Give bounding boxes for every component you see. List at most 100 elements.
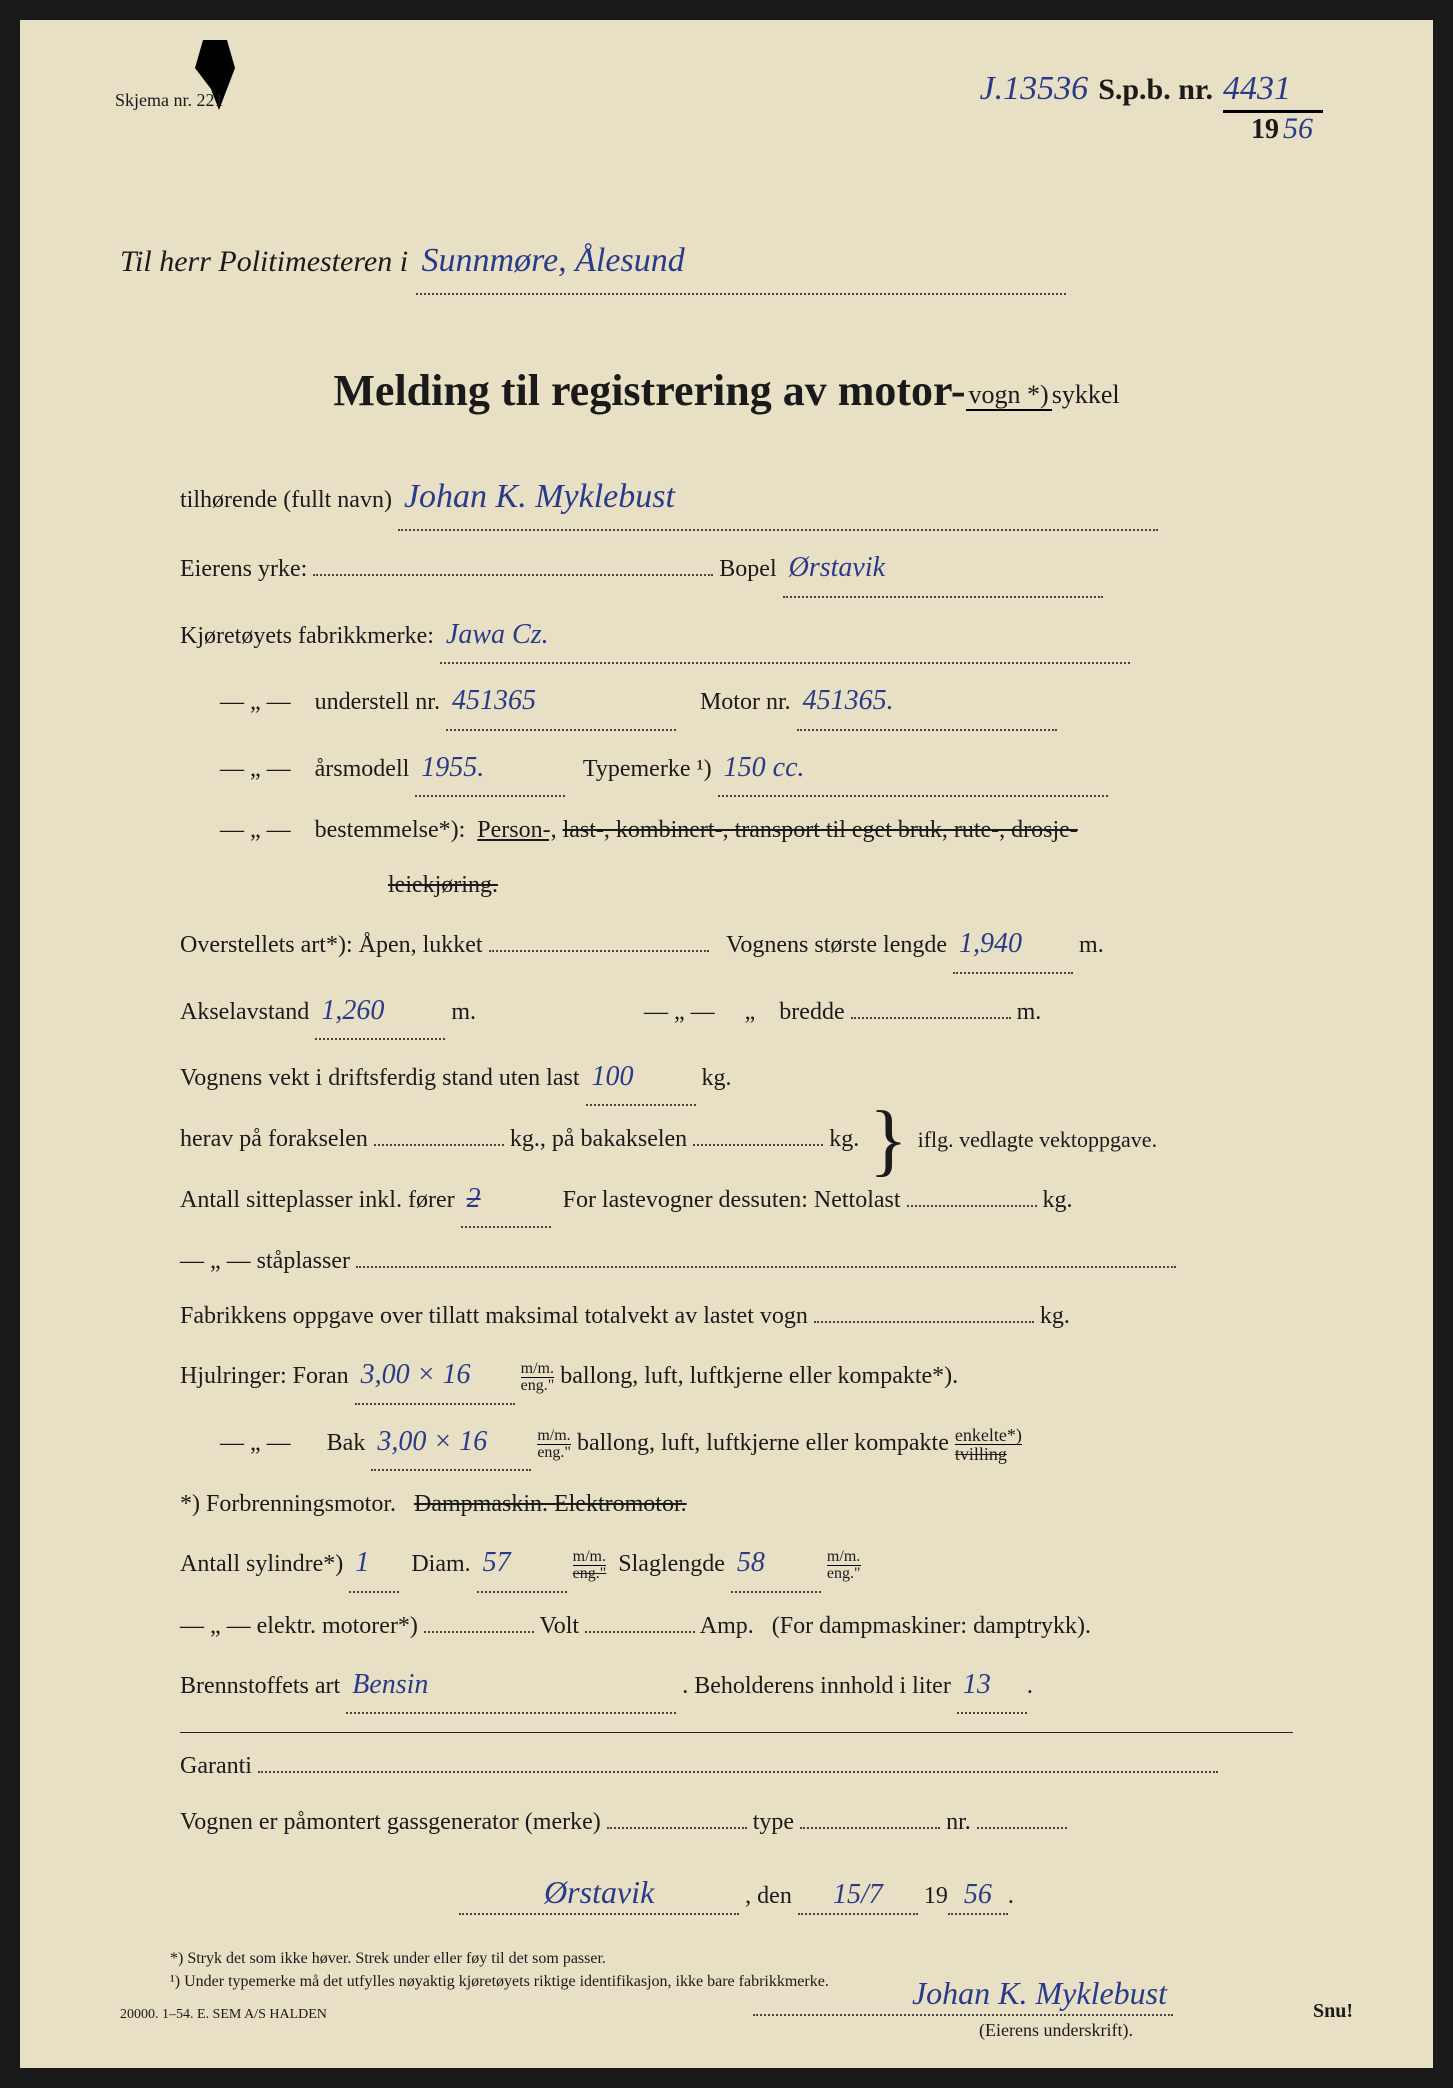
gasgen-nr-value bbox=[977, 1801, 1067, 1829]
occupation-label: Eierens yrke: bbox=[180, 556, 307, 582]
wheelbase-value: 1,260 bbox=[315, 986, 445, 1040]
purpose-label: bestemmelse*): bbox=[315, 817, 466, 843]
diam-label: Diam. bbox=[411, 1551, 470, 1577]
engine-type-strike: Dampmaskin. Elektromotor. bbox=[414, 1491, 687, 1517]
footnote-b: ¹) Under typemerke må det utfylles nøyak… bbox=[170, 1971, 829, 1993]
tires-front-value: 3,00 × 16 bbox=[355, 1350, 515, 1404]
standing-line: — „ — ståplasser bbox=[180, 1240, 1293, 1283]
imprint: 20000. 1–54. E. SEM A/S HALDEN bbox=[120, 2007, 327, 2023]
chassis-value: 451365 bbox=[446, 676, 676, 730]
purpose-line-2: leiekjøring. bbox=[180, 864, 1293, 907]
elec-label: — „ — elektr. motorer*) bbox=[180, 1613, 418, 1639]
make-value: Jawa Cz. bbox=[440, 610, 1130, 664]
mm-eng-4: m/m.eng." bbox=[827, 1549, 861, 1582]
axle-front-label: herav på forakselen bbox=[180, 1126, 368, 1152]
signature-label: (Eierens underskrift). bbox=[180, 2020, 1293, 2041]
width-value bbox=[851, 991, 1011, 1019]
ditto-3: — „ — bbox=[220, 817, 291, 843]
tires-rear-line: — „ — Bak 3,00 × 16 m/m.eng." ballong, l… bbox=[180, 1417, 1293, 1471]
tires-rear-frac: enkelte*)tvilling bbox=[955, 1426, 1022, 1463]
title-fraction: vogn *)sykkel bbox=[966, 382, 1120, 408]
weight-label: Vognens vekt i driftsferdig stand uten l… bbox=[180, 1065, 580, 1091]
ditto-1: — „ — bbox=[220, 689, 291, 715]
tires-front-line: Hjulringer: Foran 3,00 × 16 m/m.eng." ba… bbox=[180, 1350, 1293, 1404]
cyl-value: 1 bbox=[349, 1538, 399, 1592]
document-page: Skjema nr. 221 J.13536 S.p.b. nr. 4431 1… bbox=[20, 20, 1433, 2068]
diam-value: 57 bbox=[477, 1538, 567, 1592]
mm-eng-2: m/m.eng." bbox=[537, 1428, 571, 1461]
length-value: 1,940 bbox=[953, 919, 1073, 973]
weight-line: Vognens vekt i driftsferdig stand uten l… bbox=[180, 1052, 1293, 1106]
maxweight-value bbox=[814, 1295, 1034, 1323]
gasgen-line: Vognen er påmontert gassgenerator (merke… bbox=[180, 1801, 1293, 1844]
make-line: Kjøretøyets fabrikkmerke: Jawa Cz. bbox=[180, 610, 1293, 664]
quote-1: „ bbox=[745, 999, 756, 1025]
divider bbox=[180, 1732, 1293, 1733]
year-value: 1955. bbox=[415, 743, 565, 797]
spb-label: S.p.b. nr. bbox=[1098, 73, 1213, 107]
standing-value bbox=[356, 1240, 1176, 1268]
weight-note: iflg. vedlagte vektoppgave. bbox=[918, 1120, 1157, 1160]
date-day: 15/7 bbox=[798, 1879, 918, 1915]
wheelbase-line: Akselavstand 1,260 m. — „ — „ bredde m. bbox=[180, 986, 1293, 1040]
gasgen-nr-label: nr. bbox=[946, 1809, 971, 1835]
length-label: Vognens største lengde bbox=[726, 932, 947, 958]
year-line: — „ — årsmodell 1955. Typemerke ¹) 150 c… bbox=[180, 743, 1293, 797]
year-label: årsmodell bbox=[315, 756, 410, 782]
tank-value: 13 bbox=[957, 1660, 1027, 1714]
elec-volt-value bbox=[424, 1605, 534, 1633]
maxweight-label: Fabrikkens oppgave over tillatt maksimal… bbox=[180, 1303, 808, 1329]
chassis-label: understell nr. bbox=[315, 689, 440, 715]
maxweight-unit: kg. bbox=[1040, 1303, 1070, 1329]
elec-amp-label: Amp. bbox=[700, 1613, 754, 1639]
fuel-label: Brennstoffets art bbox=[180, 1673, 340, 1699]
type-value: 150 cc. bbox=[718, 743, 1108, 797]
form-title: Melding til registrering av motor-vogn *… bbox=[120, 365, 1333, 416]
title-frac-bot: sykkel bbox=[1052, 380, 1120, 409]
electric-line: — „ — elektr. motorer*) Volt Amp. (For d… bbox=[180, 1605, 1293, 1648]
weight-unit: kg. bbox=[702, 1065, 732, 1091]
elec-amp-value bbox=[585, 1605, 695, 1633]
title-frac-top: vogn *) bbox=[966, 380, 1052, 411]
axle-rear-label: på bakakselen bbox=[552, 1126, 687, 1152]
place-date-line: Ørstavik , den 15/7 1956. bbox=[180, 1874, 1293, 1915]
cyl-label: Antall sylindre*) bbox=[180, 1551, 343, 1577]
weight-value: 100 bbox=[586, 1052, 696, 1106]
place-value: Ørstavik bbox=[459, 1874, 739, 1915]
spb-header: J.13536 S.p.b. nr. 4431 bbox=[980, 70, 1323, 113]
date-year: 56 bbox=[948, 1879, 1008, 1915]
body-line: Overstellets art*): Åpen, lukket Vognens… bbox=[180, 919, 1293, 973]
date-year-prefix: 19 bbox=[924, 1883, 948, 1909]
axle-front-unit: kg., bbox=[510, 1126, 546, 1152]
elec-note: (For dampmaskiner: damptrykk). bbox=[772, 1613, 1091, 1639]
form-body: tilhørende (fullt navn) Johan K. Myklebu… bbox=[120, 466, 1333, 2041]
addressee-line: Til herr Politimesteren i Sunnmøre, Åles… bbox=[120, 230, 1333, 295]
spb-year-suffix: 56 bbox=[1283, 112, 1313, 146]
owner-value: Johan K. Myklebust bbox=[398, 466, 1158, 531]
occupation-value bbox=[313, 548, 713, 576]
stroke-value: 58 bbox=[731, 1538, 821, 1592]
cylinder-line: Antall sylindre*) 1 Diam. 57 m/m.eng." S… bbox=[180, 1538, 1293, 1592]
gasgen-make bbox=[607, 1801, 747, 1829]
fuel-line: Brennstoffets art Bensin . Beholderens i… bbox=[180, 1660, 1293, 1714]
seats-value: 2 bbox=[461, 1174, 551, 1228]
gasgen-type-label: type bbox=[753, 1809, 794, 1835]
ditto-5: — „ — bbox=[220, 1430, 291, 1456]
gasgen-label: Vognen er påmontert gassgenerator (merke… bbox=[180, 1809, 601, 1835]
addressee-value: Sunnmøre, Ålesund bbox=[416, 230, 1066, 295]
warranty-label: Garanti bbox=[180, 1753, 252, 1779]
width-unit: m. bbox=[1017, 999, 1042, 1025]
purpose-line: — „ — bestemmelse*): Person-, last-, kom… bbox=[180, 809, 1293, 852]
axle-line: herav på forakselen kg., på bakakselen k… bbox=[180, 1118, 1293, 1161]
wheelbase-label: Akselavstand bbox=[180, 999, 309, 1025]
residence-value: Ørstavik bbox=[783, 543, 1103, 597]
residence-label: Bopel bbox=[719, 556, 776, 582]
payload-unit: kg. bbox=[1043, 1187, 1073, 1213]
form-number: Skjema nr. 221 bbox=[115, 90, 224, 111]
title-main: Melding til registrering av motor- bbox=[333, 366, 965, 415]
brace-icon: } bbox=[869, 1120, 907, 1160]
warranty-value bbox=[258, 1745, 1218, 1773]
owner-line: tilhørende (fullt navn) Johan K. Myklebu… bbox=[180, 466, 1293, 531]
j-number: J.13536 bbox=[980, 70, 1089, 108]
seats-label: Antall sitteplasser inkl. fører bbox=[180, 1187, 455, 1213]
